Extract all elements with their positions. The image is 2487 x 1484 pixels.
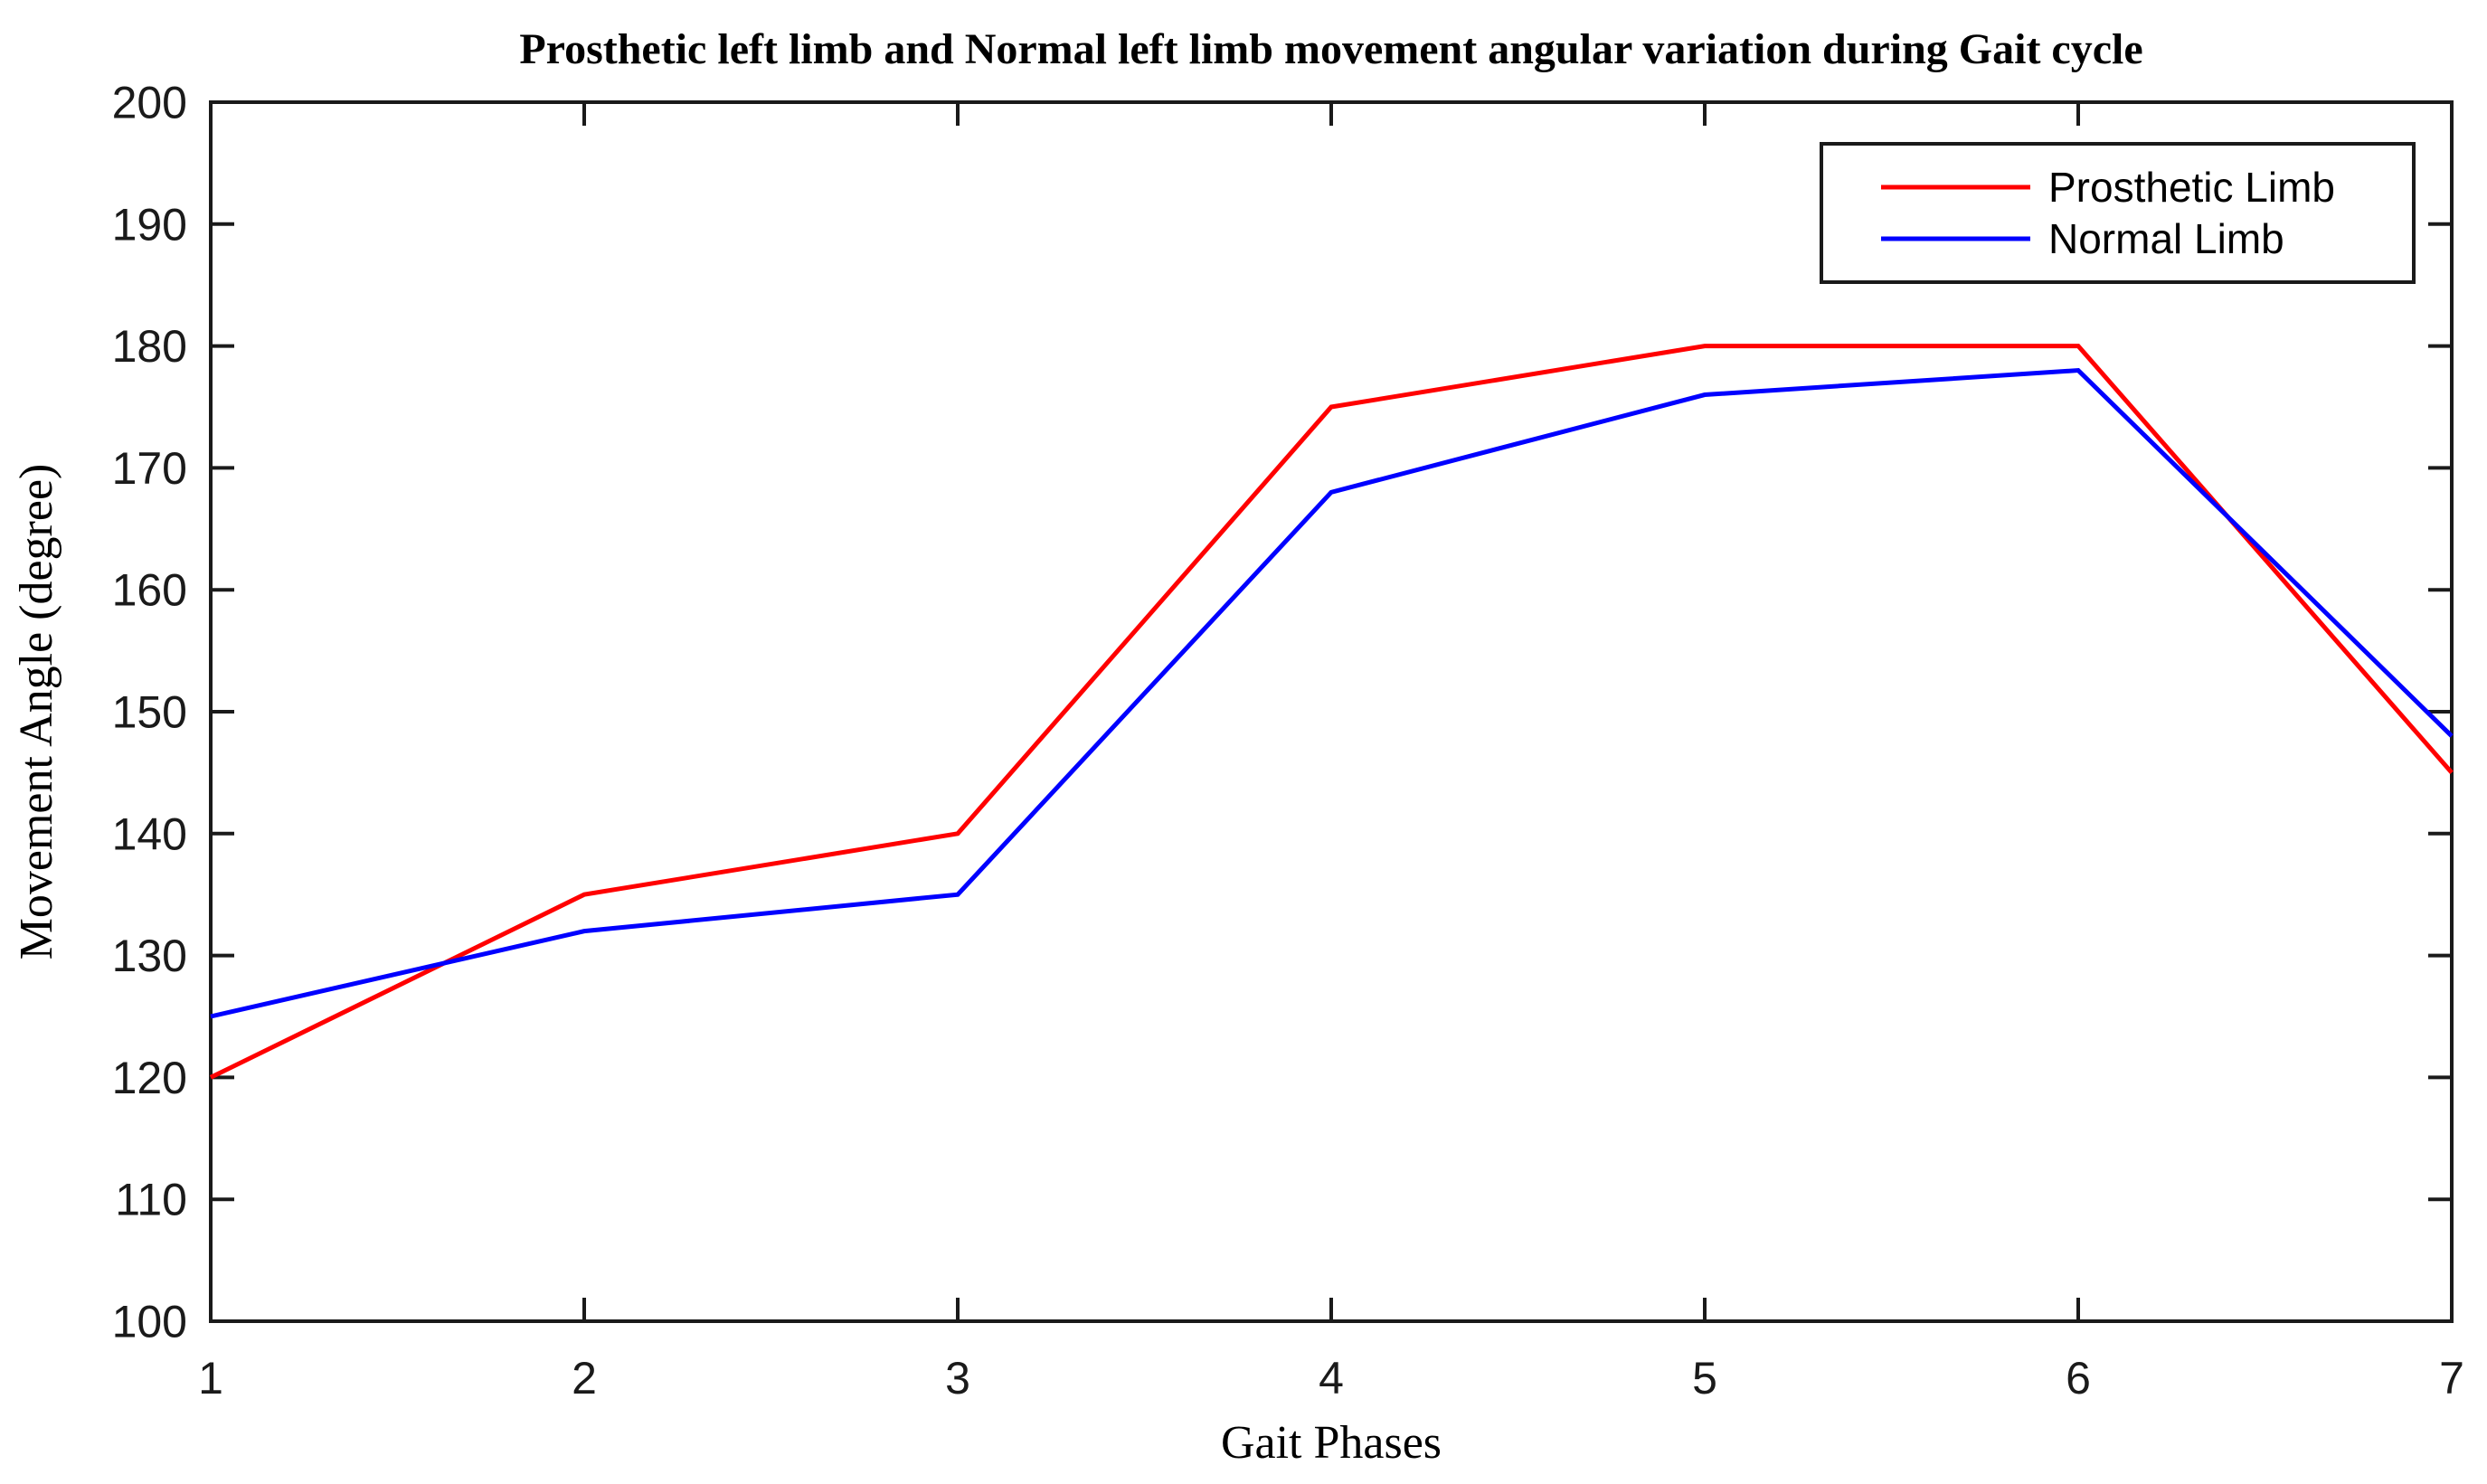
y-tick-label: 110 [115, 1175, 187, 1225]
y-tick-label: 130 [112, 931, 187, 981]
x-axis-label: Gait Phases [1221, 1417, 1442, 1469]
y-tick-label: 200 [112, 78, 187, 128]
plot-box [209, 100, 2454, 1323]
axes-layer: 1 2 3 4 5 6 7 100 110 120 130 140 150 160 170 180 190 200 [112, 78, 2464, 1404]
series-line-prosthetic-limb [209, 344, 2454, 1080]
legend-box [1820, 142, 2416, 284]
legend-label-normal-limb: Normal Limb [2048, 215, 2284, 262]
y-tick-label: 170 [112, 443, 187, 494]
y-tick-label: 120 [112, 1053, 187, 1103]
y-tick-label: 180 [112, 321, 187, 372]
x-tick-label: 4 [1319, 1353, 1344, 1404]
y-tick-label: 140 [112, 808, 187, 859]
x-tick-label: 1 [198, 1353, 223, 1404]
y-tick-label: 150 [112, 687, 187, 738]
x-tick-label: 5 [1692, 1353, 1717, 1404]
x-tick-label: 6 [2066, 1353, 2091, 1404]
x-tick-label: 7 [2439, 1353, 2464, 1404]
x-tick-label: 3 [945, 1353, 970, 1404]
series-layer [209, 344, 2454, 1080]
y-axis-label: Movement Angle (degree) [11, 464, 62, 960]
y-tick-label: 160 [112, 565, 187, 616]
y-tick-label: 190 [112, 199, 187, 250]
series-line-normal-limb [210, 367, 2454, 1019]
legend-label-prosthetic-limb: Prosthetic Limb [2048, 164, 2335, 211]
chart-title: Prosthetic left limb and Normal left lim… [519, 25, 2142, 73]
y-tick-label: 100 [112, 1297, 187, 1347]
x-tick-label: 2 [572, 1353, 597, 1404]
